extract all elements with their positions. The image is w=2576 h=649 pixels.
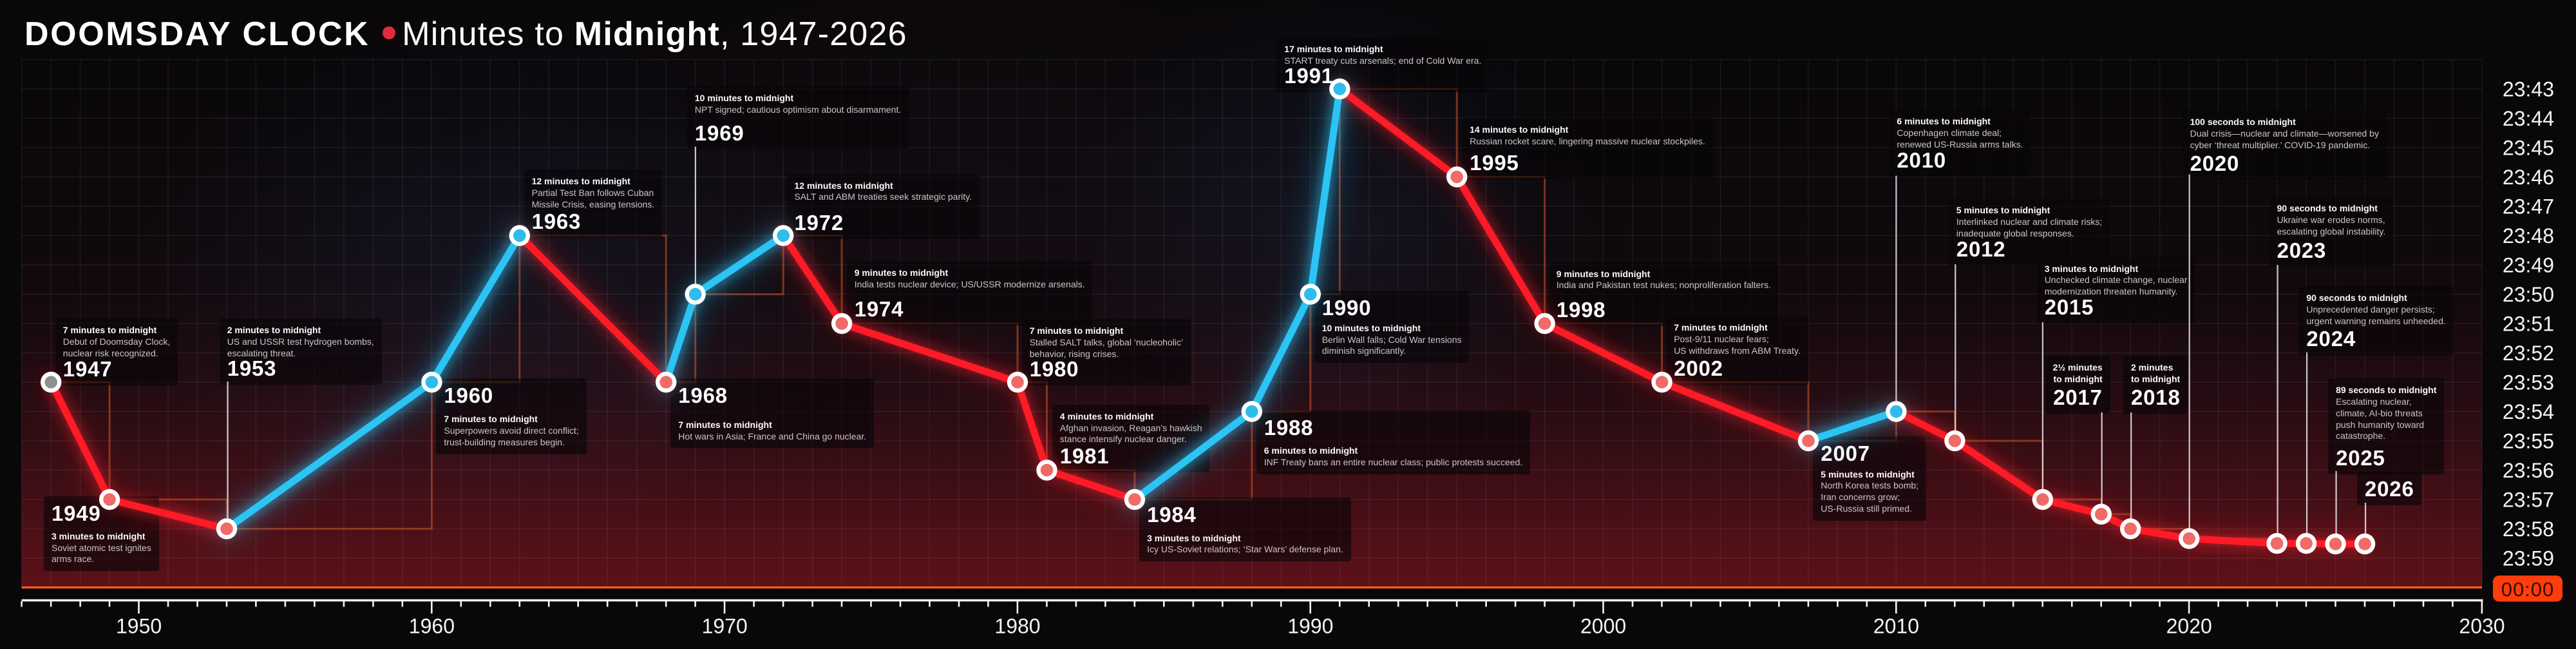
svg-text:23:50: 23:50 [2503, 283, 2554, 306]
svg-text:23:55: 23:55 [2503, 429, 2554, 452]
svg-text:2000: 2000 [1580, 615, 1626, 638]
svg-text:23:44: 23:44 [2503, 107, 2554, 130]
svg-text:23:45: 23:45 [2503, 136, 2554, 159]
svg-text:23:58: 23:58 [2503, 518, 2554, 541]
svg-text:23:49: 23:49 [2503, 253, 2554, 276]
svg-text:23:46: 23:46 [2503, 166, 2554, 189]
svg-text:23:59: 23:59 [2503, 547, 2554, 570]
svg-text:23:51: 23:51 [2503, 312, 2554, 335]
svg-text:23:56: 23:56 [2503, 459, 2554, 482]
svg-text:1990: 1990 [1287, 615, 1333, 638]
svg-text:23:52: 23:52 [2503, 342, 2554, 365]
svg-text:23:47: 23:47 [2503, 195, 2554, 218]
svg-text:23:53: 23:53 [2503, 371, 2554, 394]
svg-text:1970: 1970 [702, 615, 748, 638]
svg-text:23:43: 23:43 [2503, 77, 2554, 101]
svg-text:2030: 2030 [2459, 615, 2505, 638]
svg-text:2020: 2020 [2166, 615, 2212, 638]
svg-text:1960: 1960 [409, 615, 455, 638]
svg-text:2010: 2010 [1873, 615, 1919, 638]
svg-text:23:57: 23:57 [2503, 488, 2554, 511]
svg-text:00:00: 00:00 [2501, 578, 2555, 601]
svg-text:23:54: 23:54 [2503, 400, 2554, 423]
svg-text:1950: 1950 [116, 615, 162, 638]
svg-text:1980: 1980 [994, 615, 1040, 638]
svg-text:23:48: 23:48 [2503, 224, 2554, 247]
